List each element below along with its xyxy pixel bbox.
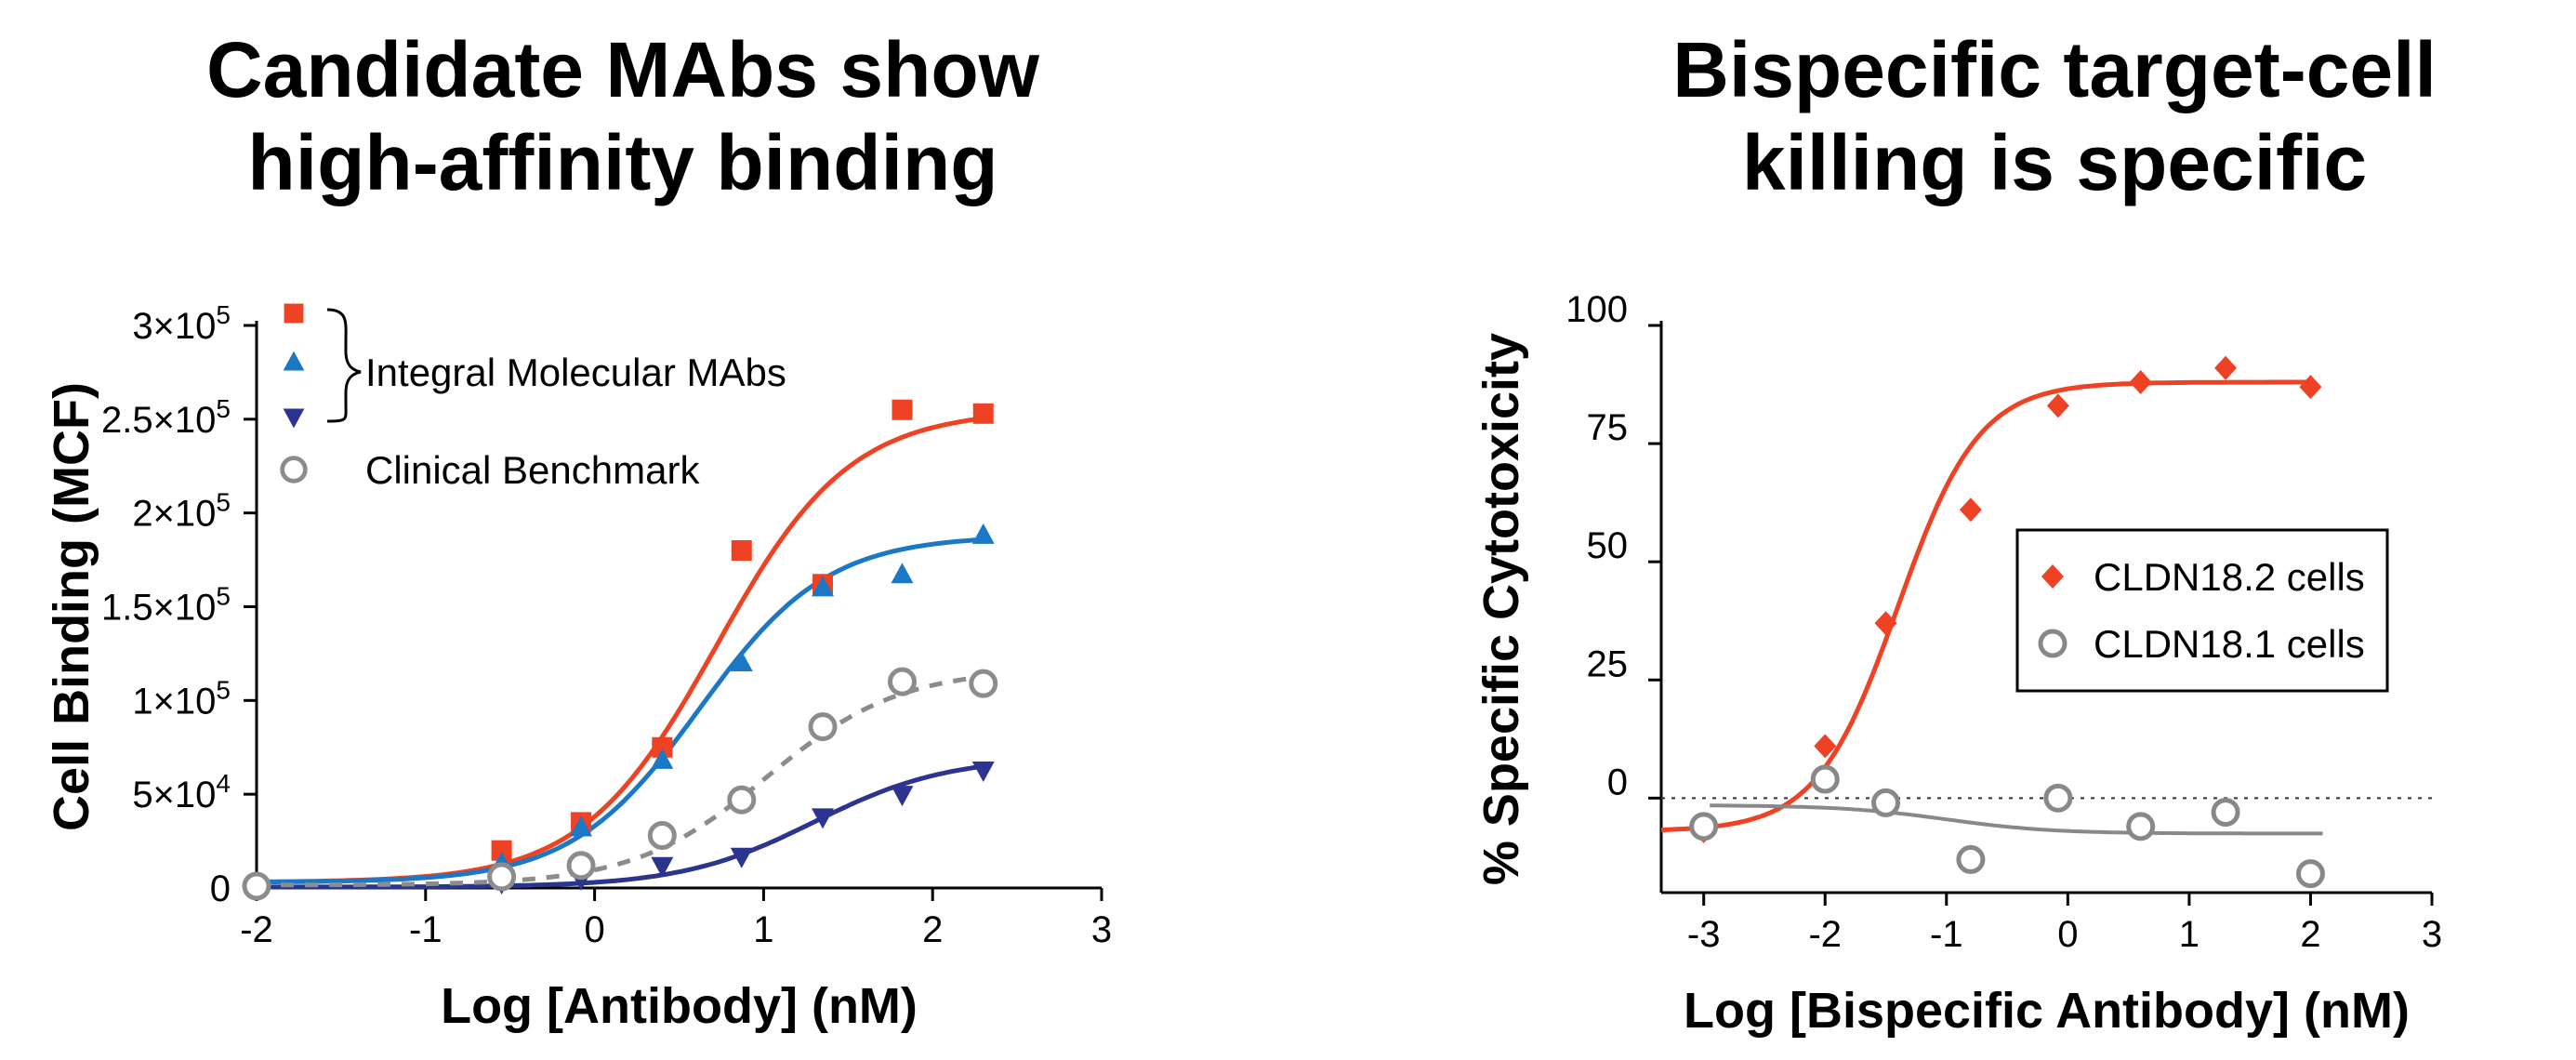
x-tick-label: 1 (753, 909, 773, 950)
left-panel-title: Candidate MAbs show high-affinity bindin… (205, 26, 1040, 206)
data-point (1814, 734, 1837, 759)
data-point (652, 736, 673, 758)
data-point (1871, 788, 1901, 817)
data-point (2129, 370, 2152, 394)
y-tick-label: 2×105 (132, 488, 231, 535)
data-point (242, 871, 271, 901)
data-point (647, 821, 677, 851)
x-tick-label: -2 (1808, 914, 1842, 955)
x-tick-label: -1 (1930, 914, 1963, 955)
data-point (731, 540, 752, 561)
data-point (971, 523, 995, 544)
data-point (730, 651, 753, 671)
data-point (491, 840, 512, 861)
legend-label: CLDN18.1 cells (2094, 622, 2365, 666)
x-tick-label: 3 (1091, 909, 1112, 950)
data-point (1689, 812, 1719, 841)
data-point (892, 399, 913, 420)
data-point (570, 815, 593, 837)
legend-brace (326, 308, 362, 423)
data-point (812, 808, 835, 829)
y-tick-label: 50 (1587, 525, 1629, 566)
x-tick-label: 2 (922, 909, 943, 950)
data-point (651, 856, 674, 878)
y-tick-label: 0 (1607, 762, 1628, 802)
data-point (969, 669, 998, 698)
right-panel-title: Bispecific target-cell killing is specif… (1672, 26, 2437, 206)
y-tick-label: 1.5×105 (101, 582, 231, 629)
fit-curve (257, 674, 984, 888)
x-tick-label: -1 (409, 909, 443, 950)
data-point (2126, 812, 2156, 841)
legend-box (2015, 528, 2389, 693)
legend-label-benchmark: Clinical Benchmark (365, 448, 700, 492)
data-point (2043, 783, 2073, 813)
fit-curve (1710, 803, 2323, 836)
legend-marker (283, 408, 305, 429)
data-point (2295, 859, 2325, 889)
fit-curve (1660, 379, 2311, 832)
data-point (972, 403, 994, 424)
fit-curve (257, 763, 984, 890)
legend-marker (2038, 629, 2067, 658)
data-point (891, 563, 914, 584)
x-axis-title: Log [Bispecific Antibody] (nM) (1684, 983, 2410, 1039)
data-point (808, 712, 838, 742)
data-point (2211, 798, 2240, 828)
legend-label: CLDN18.2 cells (2094, 555, 2365, 599)
data-point (2299, 375, 2322, 400)
x-tick-label: 0 (2057, 914, 2078, 955)
data-point (1956, 844, 1986, 874)
y-tick-label: 25 (1587, 643, 1629, 684)
fit-curve (257, 537, 984, 885)
data-point (1959, 497, 1982, 523)
legend-marker (284, 303, 304, 324)
x-tick-label: 3 (2422, 914, 2442, 955)
x-tick-label: 2 (2300, 914, 2320, 955)
legend-group-label: Integral Molecular MAbs (365, 351, 786, 394)
binding-chart: -2 -1 0 1 2 3 0 5×104 1×105 1.5×105 2×105 2.5×105 3×… (44, 300, 1112, 1034)
y-tick-label: 1×105 (132, 675, 231, 722)
y-axis-title: % Specific Cytotoxicity (1473, 333, 1529, 885)
x-tick-label: 1 (2179, 914, 2200, 955)
legend-marker (283, 351, 305, 371)
y-tick-label: 2.5×105 (101, 394, 231, 441)
data-point (487, 862, 517, 892)
data-point (812, 576, 835, 597)
data-point (2046, 393, 2069, 418)
data-point (566, 851, 596, 881)
legend-marker (280, 456, 308, 484)
legend-marker (2041, 564, 2064, 589)
y-tick-label: 0 (210, 868, 231, 909)
y-axis-title: Cell Binding (MCF) (44, 382, 99, 831)
cytotoxicity-chart: -3 -2 -1 0 1 2 3 0 25 50 75 100 Log [Bispecific Anti… (1473, 289, 2442, 1039)
data-point (1874, 611, 1897, 636)
y-tick-label: 5×104 (132, 769, 231, 815)
data-point (2214, 355, 2238, 380)
data-point (727, 785, 757, 815)
data-point (730, 847, 753, 868)
y-tick-label: 75 (1587, 407, 1629, 448)
y-tick-label: 100 (1565, 289, 1628, 330)
data-point (651, 748, 674, 769)
data-point (971, 761, 995, 782)
x-tick-label: -3 (1687, 914, 1721, 955)
data-point (891, 786, 914, 807)
y-tick-label: 3×105 (132, 300, 231, 347)
data-point (1810, 764, 1840, 794)
data-point (887, 667, 917, 696)
x-axis-title: Log [Antibody] (nM) (441, 978, 918, 1034)
x-tick-label: -2 (240, 909, 273, 950)
x-tick-label: 0 (584, 909, 604, 950)
